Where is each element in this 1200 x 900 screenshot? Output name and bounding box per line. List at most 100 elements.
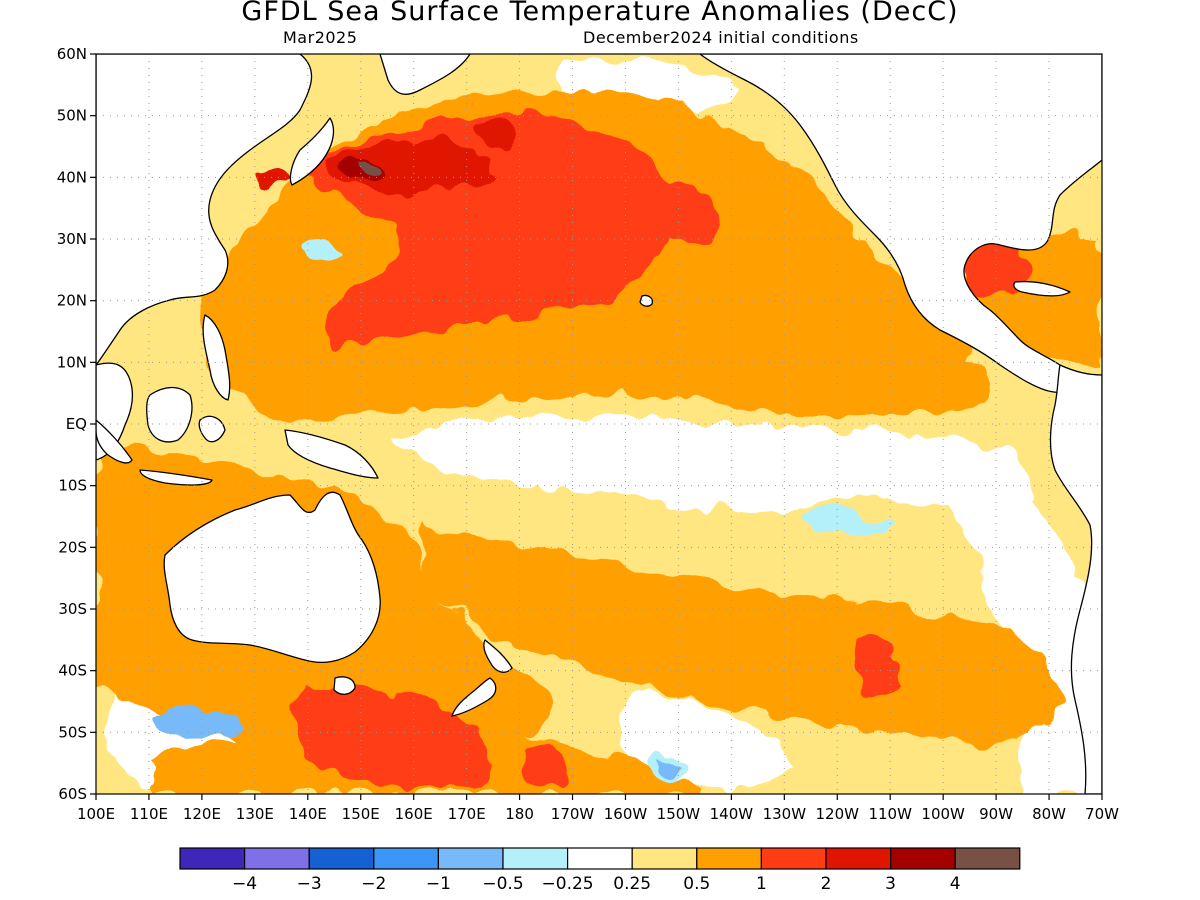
anomaly-brown-peak bbox=[360, 164, 377, 175]
lat-tick-label: 10S bbox=[58, 477, 87, 495]
colorbar-swatch bbox=[954, 847, 1021, 870]
lat-tick-label: 40N bbox=[57, 168, 87, 186]
land-hawaii bbox=[639, 294, 654, 307]
colorbar-label: 4 bbox=[950, 874, 961, 894]
lon-tick-label: 110W bbox=[868, 805, 912, 823]
colorbar-swatch bbox=[760, 847, 827, 870]
lon-tick-label: 150E bbox=[342, 805, 380, 823]
colorbar: −4 −3 −2 −1 −0.5 −0.25 0.25 0.5 1 2 3 4 bbox=[179, 847, 1021, 894]
anomaly-lightblue-north-pacific bbox=[296, 236, 345, 262]
anomaly-blue-south-central bbox=[655, 759, 682, 772]
lat-tick-label: 60S bbox=[58, 785, 87, 803]
lon-tick-label: 160E bbox=[395, 805, 433, 823]
grid-lines bbox=[96, 54, 1102, 794]
lon-tick-label: 140E bbox=[289, 805, 327, 823]
colorbar-swatch bbox=[566, 847, 633, 870]
lat-tick-label: 10N bbox=[57, 353, 87, 371]
land-philippines bbox=[202, 314, 231, 401]
anomaly-red-south-central bbox=[522, 744, 566, 788]
colorbar-swatch bbox=[179, 847, 246, 870]
land-sulawesi bbox=[198, 415, 226, 443]
land-new-zealand-south bbox=[451, 677, 497, 717]
colorbar-swatch bbox=[696, 847, 762, 870]
land-japan bbox=[289, 117, 335, 186]
colorbar-label: 0.5 bbox=[683, 874, 710, 894]
colorbar-swatch bbox=[373, 847, 439, 870]
lat-tick-label: 50N bbox=[57, 107, 87, 125]
land-australia bbox=[163, 491, 381, 663]
anomaly-red-central-north bbox=[654, 186, 720, 249]
lon-tick-label: 130W bbox=[763, 805, 807, 823]
lon-tick-label: 120W bbox=[816, 805, 860, 823]
colorbar-label: 2 bbox=[821, 874, 832, 894]
colorbar-label: −4 bbox=[232, 874, 257, 894]
colorbar-label: −0.5 bbox=[482, 874, 523, 894]
land-masses bbox=[96, 54, 1102, 794]
anomaly-orange-eq-east bbox=[678, 325, 987, 415]
colorbar-swatch bbox=[631, 847, 698, 870]
land-new-zealand-north bbox=[483, 639, 513, 673]
lon-tick-label: 130E bbox=[236, 805, 274, 823]
colorbar-swatch bbox=[244, 847, 310, 870]
lon-tick-label: 100W bbox=[921, 805, 965, 823]
anomaly-red-gulf bbox=[955, 245, 1030, 297]
anomaly-red-south-tasman bbox=[292, 686, 491, 792]
colorbar-label: −0.25 bbox=[542, 874, 594, 894]
lat-tick-label: 50S bbox=[58, 723, 87, 741]
lon-tick-label: 160W bbox=[604, 805, 648, 823]
lon-tick-label: 120E bbox=[183, 805, 221, 823]
anomaly-blue-southwest bbox=[156, 708, 245, 737]
longitude-axis: 100E 110E 120E 130E 140E 150E 160E 170E 180 170W 1… bbox=[77, 794, 1119, 823]
lon-tick-label: 100E bbox=[77, 805, 115, 823]
land-cuba bbox=[1013, 280, 1071, 297]
land-asia bbox=[96, 54, 313, 366]
land-kamchatka bbox=[379, 54, 471, 95]
colorbar-label: 1 bbox=[756, 874, 767, 894]
forecast-month-label: Mar2025 bbox=[283, 28, 358, 47]
lon-tick-label: 170W bbox=[551, 805, 595, 823]
colorbar-label: −3 bbox=[297, 874, 322, 894]
anomaly-orange-south-pacific-band bbox=[418, 520, 1060, 744]
anomaly-neutral-east-pacific bbox=[948, 460, 1102, 794]
lat-tick-label: 40S bbox=[58, 662, 87, 680]
colorbar-label: −2 bbox=[361, 874, 386, 894]
initial-conditions-label: December2024 initial conditions bbox=[583, 28, 859, 47]
lon-tick-label: 170E bbox=[448, 805, 486, 823]
colorbar-swatch bbox=[308, 847, 375, 870]
land-sumatra bbox=[96, 419, 133, 464]
anomaly-red-east-south bbox=[854, 639, 900, 701]
lon-tick-label: 180 bbox=[505, 805, 534, 823]
colorbar-swatch bbox=[889, 847, 956, 870]
lat-tick-label: 30N bbox=[57, 230, 87, 248]
anomaly-darkred-north bbox=[476, 118, 516, 148]
map-title: GFDL Sea Surface Temperature Anomalies (… bbox=[241, 0, 959, 27]
colorbar-swatch bbox=[825, 847, 892, 870]
colorbar-label: 0.25 bbox=[613, 874, 651, 894]
land-south-america bbox=[1049, 364, 1102, 794]
lat-tick-label: 60N bbox=[57, 45, 87, 63]
colorbar-label: 3 bbox=[885, 874, 896, 894]
anomaly-darkred-sea-of-japan bbox=[255, 168, 292, 190]
land-new-guinea bbox=[284, 429, 379, 479]
lat-tick-label: 20N bbox=[57, 292, 87, 310]
colorbar-swatch bbox=[437, 847, 504, 870]
lon-tick-label: 80W bbox=[1032, 805, 1066, 823]
lon-tick-label: 70W bbox=[1085, 805, 1119, 823]
anomaly-neutral-equatorial bbox=[392, 415, 1032, 512]
lon-tick-label: 140W bbox=[710, 805, 754, 823]
colorbar-label: −1 bbox=[426, 874, 451, 894]
lat-tick-label: 20S bbox=[58, 538, 87, 556]
plot-area bbox=[96, 54, 1102, 794]
latitude-axis: 60N 50N 40N 30N 20N 10N EQ 10S 20S 30S 40S 50S 60S bbox=[57, 45, 96, 803]
lat-tick-label: 30S bbox=[58, 600, 87, 618]
lon-tick-label: 150W bbox=[657, 805, 701, 823]
land-borneo bbox=[146, 386, 193, 443]
land-java bbox=[139, 469, 213, 486]
colorbar-swatch bbox=[502, 847, 569, 870]
lon-tick-label: 90W bbox=[979, 805, 1013, 823]
land-tasmania bbox=[333, 676, 356, 695]
lon-tick-label: 110E bbox=[130, 805, 168, 823]
anomaly-lightblue-east-south bbox=[803, 509, 895, 533]
lat-tick-label: EQ bbox=[66, 415, 87, 433]
